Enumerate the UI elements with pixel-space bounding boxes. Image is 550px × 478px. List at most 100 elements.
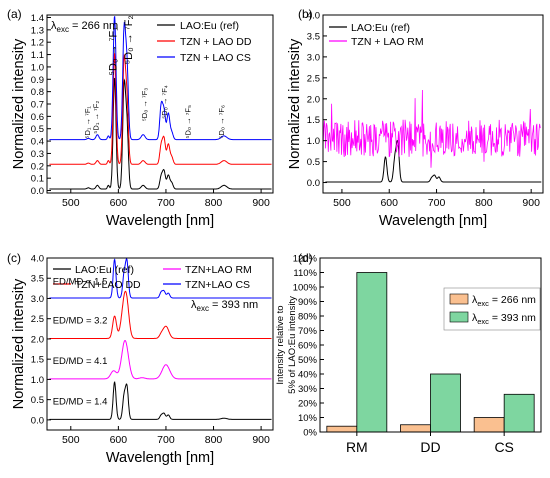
bar: [400, 424, 431, 433]
y-tick-label: 60%: [298, 341, 318, 352]
y-tick-label: 0.3: [31, 149, 44, 160]
panel-label: (d): [298, 251, 313, 265]
x-tick-label: 600: [380, 197, 398, 209]
y-tick-label: 120%: [293, 254, 318, 265]
transition-annotation: ⁵D₀ → ⁷F₃: [140, 88, 149, 122]
transition-annotation: ⁵D₀ → ⁷F₅: [184, 105, 193, 139]
y-tick-label: 20%: [298, 399, 318, 410]
series-line-2: [49, 16, 272, 141]
x-tick-label: 800: [205, 434, 223, 446]
series-line-0: [49, 77, 272, 190]
legend-entry-sub: exc: [477, 299, 489, 308]
series-line-1: [322, 89, 541, 168]
x-tick-label: RM: [346, 439, 368, 455]
y-tick-label: 2.0: [307, 94, 320, 105]
x-tick-label: 900: [252, 434, 270, 446]
y-tick-label: 1.2: [31, 38, 44, 49]
y-tick-label: 3.5: [307, 31, 320, 42]
y-axis-label: Normalized intensity: [11, 38, 27, 169]
y-tick-label: 1.5: [307, 115, 320, 126]
y-tick-label: 1.0: [31, 62, 44, 73]
x-tick-label: 800: [205, 197, 223, 209]
transition-annotation: ⁵D₁ → ⁷F₁: [83, 106, 92, 139]
panel-label: (c): [7, 251, 21, 265]
y-tick-label: 70%: [298, 326, 318, 337]
edmd-annotation: ED/MD = 4.1: [53, 356, 108, 367]
y-tick-label: 0.5: [31, 124, 44, 135]
edmd-annotation: ED/MD = 1.5: [53, 276, 108, 287]
series-line-1: [49, 53, 272, 165]
excitation-value: = 266 nm: [69, 20, 118, 32]
y-tick-label: 1.1: [31, 50, 44, 61]
x-tick-label: 900: [522, 197, 540, 209]
bar: [473, 417, 505, 433]
transition-annotation: ⁵D₁ → ⁷F₂: [91, 101, 100, 134]
excitation-sub: exc: [197, 304, 209, 313]
y-tick-label: 0%: [303, 428, 317, 439]
y-tick-label: 1.0: [307, 136, 320, 147]
y-tick-label: 0.5: [307, 157, 320, 168]
y-tick-label: 0.0: [31, 186, 44, 197]
y-tick-label: 0.2: [31, 161, 44, 172]
legend-entry: λexc = 393 nm: [472, 312, 536, 326]
panel-b: 500 600 700 800 900 0.0 0.5 1.0 1.5 2.0 2.5 3.0 3.5 4…: [287, 7, 544, 229]
y-tick-label: 0.6: [31, 112, 44, 123]
y-tick-label: 1.4: [31, 13, 44, 24]
legend-entry-value: = 266 nm: [489, 294, 536, 306]
y-tick-label: 80%: [298, 312, 318, 323]
legend-entry: LAO:Eu (ref): [75, 264, 134, 276]
x-tick-label: 700: [428, 197, 446, 209]
legend-entry: λexc = 266 nm: [472, 294, 536, 308]
legend-entry-sub: exc: [477, 317, 489, 326]
panel-label: (b): [298, 7, 313, 21]
y-tick-label: 0.8: [31, 87, 44, 98]
legend-entry: TZN+LAO DD: [75, 279, 141, 291]
x-tick-label: 900: [252, 197, 270, 209]
x-tick-label: 500: [333, 197, 351, 209]
legend-entry: TZN + LAO RM: [351, 36, 424, 48]
y-tick-label: 0.1: [31, 174, 44, 185]
x-axis-label: Wavelength [nm]: [379, 213, 487, 229]
y-tick-label: 0.0: [307, 178, 320, 189]
y-tick-label: 2.5: [31, 314, 44, 325]
series-line-2: [49, 290, 272, 339]
y-tick-label: 110%: [293, 268, 317, 279]
series-line-3: [49, 257, 272, 299]
plot-frame: [46, 257, 274, 431]
transition-annotation: ⁵D₀ → ⁷F₆: [217, 105, 226, 139]
y-tick-label: 10%: [298, 413, 318, 424]
series-line-0: [325, 139, 542, 183]
bar: [503, 393, 535, 433]
legend-entry: TZN + LAO DD: [180, 36, 252, 48]
plot-frame: [322, 14, 544, 194]
y-tick-label: 2.0: [31, 334, 44, 345]
x-tick-label: 500: [62, 434, 80, 446]
panel-a: 500 600 700 800 900 0.00.1 0.20.30.4 0.50.60.7 0…: [7, 7, 274, 229]
excitation-value: = 393 nm: [209, 299, 258, 311]
y-tick-label: 0.5: [31, 395, 44, 406]
y-axis-label: Normalized intensity: [287, 38, 303, 169]
y-tick-label: 30%: [298, 384, 318, 395]
y-tick-label: 40%: [298, 370, 318, 381]
edmd-annotation: ED/MD = 1.4: [53, 397, 108, 408]
panel-c: 500 600 700 800 900 0.0 0.5 1.0 1.5 2.0 2.5 3.0 3.5 4…: [7, 251, 274, 466]
y-tick-label: 100%: [293, 283, 318, 294]
excitation-label: λexc = 393 nm: [191, 299, 258, 313]
series-line-1: [49, 339, 272, 380]
y-tick-label: 0.9: [31, 75, 44, 86]
x-tick-label: 800: [475, 197, 493, 209]
transition-annotation: ⁵D₀ → ⁷F₄: [160, 85, 169, 119]
legend-swatch: [449, 311, 469, 323]
x-tick-label: 600: [110, 434, 128, 446]
panel-d: RM DD CS 0% 10% 20% 30% 40% 50% 60% 70% 80% 90% 100% 1…: [275, 251, 542, 455]
excitation-sub: exc: [57, 25, 69, 34]
panel-label: (a): [7, 7, 22, 21]
bar: [430, 373, 461, 433]
bar: [356, 272, 388, 433]
bar: [326, 425, 358, 433]
edmd-annotation: ED/MD = 3.2: [53, 316, 108, 327]
x-tick-label: 700: [157, 197, 175, 209]
y-axis-label: Normalized intensity: [11, 278, 27, 409]
series-line-0: [49, 381, 272, 420]
legend-entry: TZN+LAO RM: [185, 264, 252, 276]
